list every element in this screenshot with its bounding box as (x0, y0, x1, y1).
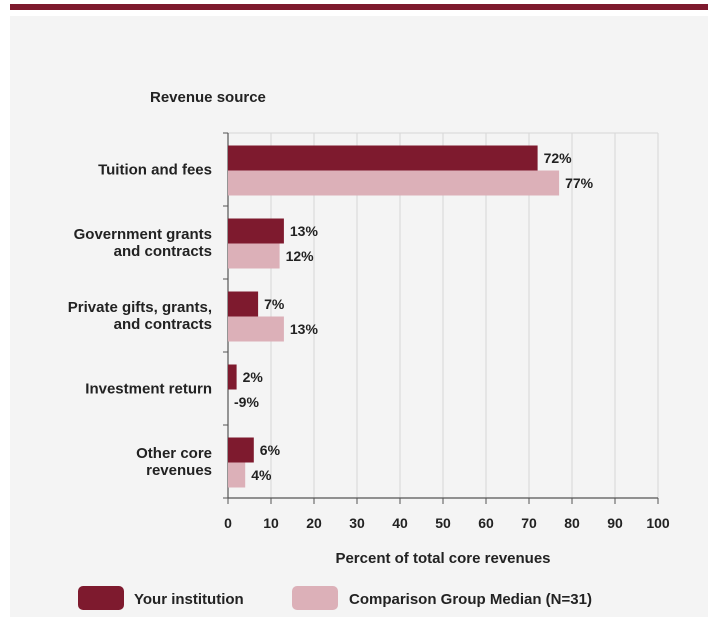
category-label: revenues (146, 462, 212, 479)
category-label: and contracts (114, 316, 212, 333)
bar-comparison (228, 170, 560, 196)
bar-institution (228, 291, 259, 317)
category-label: and contracts (114, 243, 212, 260)
x-tick-label: 0 (224, 515, 232, 531)
data-label: 6% (260, 442, 281, 458)
x-tick-label: 50 (435, 515, 451, 531)
x-tick-label: 30 (349, 515, 365, 531)
x-tick-label: 60 (478, 515, 494, 531)
category-label: Private gifts, grants, (68, 299, 212, 316)
x-tick-label: 40 (392, 515, 408, 531)
x-tick-label: 70 (521, 515, 537, 531)
data-label: 2% (243, 369, 264, 385)
legend-label: Comparison Group Median (N=31) (349, 591, 592, 608)
bar-institution (228, 218, 284, 244)
bar-institution (228, 437, 254, 463)
legend-swatch (78, 586, 124, 610)
data-label: 13% (290, 223, 319, 239)
x-tick-label: 80 (564, 515, 580, 531)
x-tick-label: 90 (607, 515, 623, 531)
data-label: -9% (234, 394, 259, 410)
data-label: 12% (286, 248, 315, 264)
category-label: Other core (136, 445, 212, 462)
data-label: 77% (565, 175, 594, 191)
header-bar (10, 4, 708, 10)
bar-comparison (228, 316, 284, 342)
chart-title: Revenue source (150, 89, 266, 106)
x-axis-label: Percent of total core revenues (335, 550, 550, 567)
bar-comparison (228, 462, 246, 488)
x-tick-label: 20 (306, 515, 322, 531)
category-label: Investment return (85, 381, 212, 398)
data-label: 13% (290, 321, 319, 337)
data-label: 72% (544, 150, 573, 166)
category-label: Government grants (74, 226, 212, 243)
x-tick-label: 10 (263, 515, 279, 531)
x-tick-label: 100 (646, 515, 670, 531)
category-label: Tuition and fees (98, 162, 212, 179)
legend-swatch (292, 586, 338, 610)
bar-comparison (228, 243, 280, 269)
bar-institution (228, 364, 237, 390)
legend-label: Your institution (134, 591, 244, 608)
bar-institution (228, 145, 538, 171)
data-label: 7% (264, 296, 285, 312)
data-label: 4% (251, 467, 272, 483)
